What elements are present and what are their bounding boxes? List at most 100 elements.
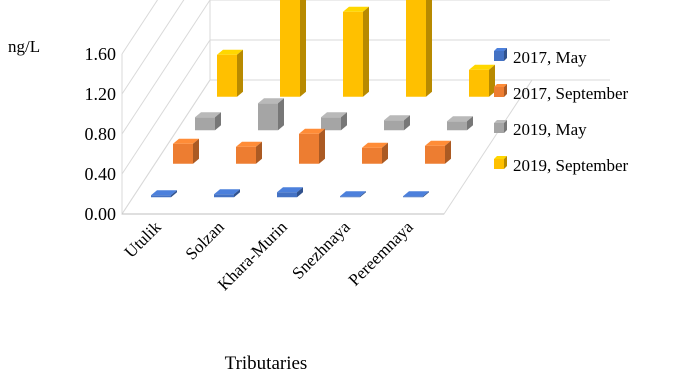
bar — [403, 191, 429, 198]
bar — [151, 190, 177, 198]
bar-front-face — [321, 117, 341, 131]
bar-side-face — [341, 112, 347, 131]
bar-side-face — [234, 189, 240, 198]
bar — [258, 98, 284, 131]
bar-front-face — [214, 194, 234, 198]
x-axis-categories: Utulik SolzanKhara-MurinSnezhnayaPereemna… — [121, 217, 417, 294]
bar-top-face — [299, 128, 325, 134]
bar-front-face — [425, 145, 445, 164]
bar-front-face — [406, 0, 426, 97]
bar-side-face — [171, 190, 177, 198]
x-category-label: Snezhnaya — [288, 217, 354, 283]
legend-label: 2017, May — [513, 48, 587, 67]
bar — [447, 116, 473, 131]
legend-swatch — [494, 51, 504, 61]
bar-front-face — [151, 195, 171, 198]
bar-side-face — [297, 187, 303, 198]
data-labels: 1.30.851.5 — [338, 0, 371, 5]
bar-top-face — [151, 190, 177, 196]
bar-side-face — [404, 115, 410, 131]
legend-swatch-top — [494, 120, 507, 123]
gridline — [121, 39, 211, 175]
data-label: 0.85 — [338, 0, 371, 5]
bars — [151, 0, 495, 198]
bar-front-face — [469, 69, 489, 97]
y-tick-label: 0.40 — [85, 164, 117, 184]
legend-item: 2019, September — [494, 156, 629, 175]
bar-front-face — [403, 196, 423, 198]
bar-front-face — [280, 0, 300, 97]
bar-side-face — [360, 191, 366, 198]
gridline — [121, 0, 211, 135]
y-axis-ticks: 0.00 0.40 0.80 1.20 1.60 — [85, 44, 117, 224]
bar-top-face — [343, 6, 369, 12]
bar-top-face — [258, 98, 284, 104]
bar-front-face — [447, 121, 467, 131]
bar-side-face — [278, 98, 284, 131]
legend-swatch-top — [494, 156, 507, 159]
gridline — [121, 0, 185, 95]
bar-top-face — [236, 141, 262, 147]
legend-swatch — [494, 123, 504, 133]
bar-side-face — [256, 141, 262, 164]
bar-front-face — [173, 143, 193, 164]
legend-label: 2017, September — [513, 84, 629, 103]
bar-front-face — [362, 147, 382, 164]
bar-front-face — [217, 54, 237, 97]
bar — [173, 138, 199, 164]
bar-side-face — [319, 128, 325, 164]
y-tick-label: 1.60 — [85, 44, 117, 64]
legend-item: 2017, May — [494, 48, 587, 67]
bar-top-face — [340, 191, 366, 197]
bar — [195, 112, 221, 131]
bar-top-face — [384, 115, 410, 121]
bar-front-face — [384, 120, 404, 131]
bar-side-face — [193, 138, 199, 164]
legend-item: 2017, September — [494, 84, 629, 103]
bar-side-face — [237, 49, 243, 97]
gridline — [121, 0, 159, 55]
legend-swatch — [494, 87, 504, 97]
bar-top-face — [425, 140, 451, 146]
bar — [236, 141, 262, 164]
bar-side-face — [215, 112, 221, 131]
bar-top-face — [447, 116, 473, 122]
legend-swatch — [494, 159, 504, 169]
bar-front-face — [343, 11, 363, 97]
bar-top-face — [277, 187, 303, 193]
bar-top-face — [214, 189, 240, 195]
bar-side-face — [382, 142, 388, 164]
bar — [406, 0, 432, 97]
bar-front-face — [236, 146, 256, 164]
bar — [280, 0, 306, 97]
legend: 2017, May 2017, September 2019, May 2019, S… — [494, 48, 629, 175]
legend-item: 2019, May — [494, 120, 587, 139]
y-tick-label: 0.00 — [85, 204, 117, 224]
bar-front-face — [277, 192, 297, 198]
bar-top-face — [217, 49, 243, 55]
bar-side-face — [467, 116, 473, 131]
y-tick-label: 1.20 — [85, 84, 117, 104]
legend-swatch-side — [504, 120, 507, 133]
bar-side-face — [426, 0, 432, 97]
chart-floor — [121, 79, 533, 215]
legend-swatch-side — [504, 156, 507, 169]
bar — [321, 112, 347, 131]
x-category-label: Pereemnaya — [345, 217, 417, 289]
bar — [343, 6, 369, 97]
legend-swatch-side — [504, 48, 507, 61]
bar-top-face — [173, 138, 199, 144]
x-axis-title: Tributaries — [225, 353, 308, 374]
bar-front-face — [299, 133, 319, 164]
bar — [214, 189, 240, 198]
bar — [425, 140, 451, 164]
x-category-label: Solzan — [182, 217, 229, 264]
bar-side-face — [300, 0, 306, 97]
bar-top-face — [195, 112, 221, 118]
bar-side-face — [423, 191, 429, 198]
bar — [340, 191, 366, 198]
bar — [217, 49, 243, 97]
bar-side-face — [363, 6, 369, 97]
bar-top-face — [403, 191, 429, 197]
